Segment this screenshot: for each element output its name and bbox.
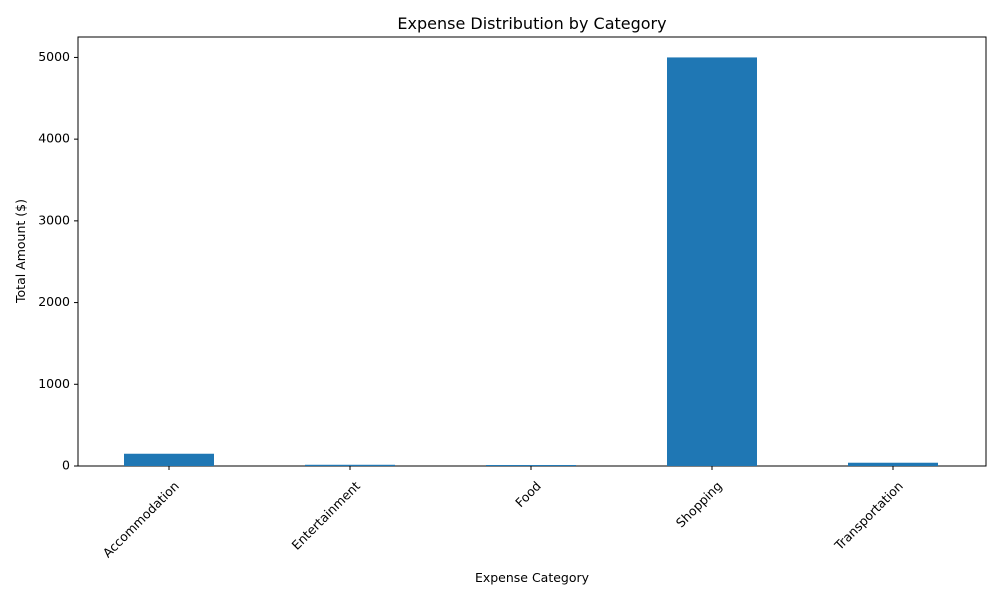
- y-tick-label: 0: [62, 458, 70, 473]
- bar-transportation: [848, 462, 938, 466]
- plot-area: 0 1000 2000 3000 4000 5000 Accommodation Enter…: [38, 36, 987, 561]
- plot-frame: [77, 36, 987, 467]
- x-tick-label: Accommodation: [100, 478, 182, 560]
- y-tick-label: 2000: [38, 294, 70, 309]
- bar-accommodation: [124, 453, 214, 466]
- y-tick-label: 5000: [38, 49, 70, 64]
- bar-entertainment: [305, 464, 395, 466]
- bars-group: [124, 57, 938, 467]
- chart-title: Expense Distribution by Category: [397, 14, 666, 33]
- x-axis: Accommodation Entertainment Food Shopping Tr…: [100, 466, 906, 561]
- y-axis: 0 1000 2000 3000 4000 5000: [38, 49, 78, 473]
- bar-food: [486, 465, 576, 466]
- x-tick-label: Entertainment: [289, 478, 363, 552]
- y-tick-label: 4000: [38, 131, 70, 146]
- x-tick-label: Transportation: [831, 478, 906, 553]
- x-axis-label: Expense Category: [475, 570, 590, 585]
- y-axis-label: Total Amount ($): [13, 199, 28, 304]
- bar-shopping: [667, 57, 757, 467]
- y-tick-label: 1000: [38, 376, 70, 391]
- y-tick-label: 3000: [38, 212, 70, 227]
- x-tick-label: Food: [512, 478, 544, 510]
- x-tick-label: Shopping: [673, 478, 725, 530]
